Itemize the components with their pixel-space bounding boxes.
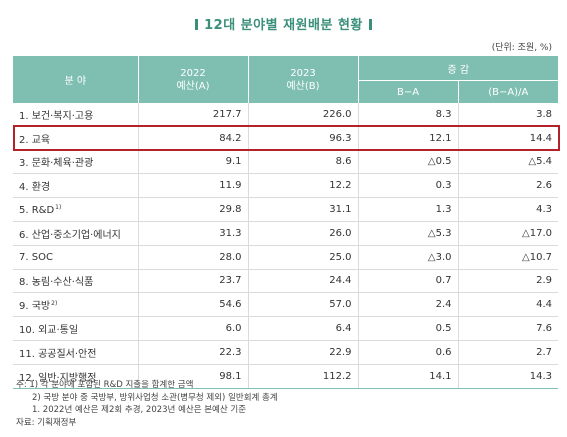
cell-2022: 31.3 (137, 221, 248, 246)
cell-2022: 29.8 (137, 197, 248, 222)
row-name: 9. 국방2) (13, 292, 138, 318)
row-name: 12. 일반·지방행정 (13, 364, 138, 389)
cell-diff: △5.3 (357, 221, 458, 246)
cell-ratio: 7.6 (457, 316, 558, 341)
cell-2023: 12.2 (247, 173, 358, 199)
table-row: 10. 외교·통일 6.0 6.4 0.5 7.6 (13, 316, 558, 341)
cell-ratio: 2.7 (457, 340, 558, 365)
cell-2022: 98.1 (137, 364, 248, 389)
row-name: 1. 보건·복지·고용 (13, 103, 138, 127)
header-2022: 2022 예산(A) (137, 56, 248, 103)
table-header: 분 야 2022 예산(A) 2023 예산(B) 증 감 B−A (B−A)/… (13, 56, 558, 103)
cell-2023: 57.0 (247, 292, 358, 318)
cell-2022: 23.7 (137, 269, 248, 294)
table-row: 6. 산업·중소기업·에너지 31.3 26.0 △5.3 △17.0 (13, 221, 558, 246)
cell-diff: 14.1 (357, 364, 458, 389)
cell-ratio: 14.3 (457, 364, 558, 389)
cell-diff: 8.3 (357, 103, 458, 127)
title-bar-left (195, 19, 199, 30)
header-2022-sub: 예산(A) (176, 80, 210, 92)
cell-ratio: 4.4 (457, 292, 558, 318)
cell-2022: 6.0 (137, 316, 248, 341)
table-row: 12. 일반·지방행정 98.1 112.2 14.1 14.3 (13, 364, 558, 389)
cell-diff: 0.3 (357, 173, 458, 199)
cell-diff: 1.3 (357, 197, 458, 222)
table-body: 1. 보건·복지·고용 217.7 226.0 8.3 3.8 2. 교육 84.2 96.… (13, 103, 558, 389)
table-row: 11. 공공질서·안전 22.3 22.9 0.6 2.7 (13, 340, 558, 365)
table-row: 4. 환경 11.9 12.2 0.3 2.6 (13, 173, 558, 199)
unit-label: (단위: 조원, %) (491, 43, 552, 53)
budget-table: 분 야 2022 예산(A) 2023 예산(B) 증 감 B−A (B−A)/… (13, 56, 558, 389)
cell-2023: 8.6 (247, 150, 358, 175)
cell-2022: 22.3 (137, 340, 248, 365)
cell-2023: 22.9 (247, 340, 358, 365)
table-row: 5. R&D1) 29.8 31.1 1.3 4.3 (13, 197, 558, 222)
cell-diff: 12.1 (357, 126, 458, 151)
source-note: 자료: 기획재정부 (16, 417, 77, 428)
cell-2023: 25.0 (247, 245, 358, 270)
row-name: 3. 문화·체육·관광 (13, 150, 138, 175)
title-bar-right (368, 19, 372, 30)
cell-diff: 0.7 (357, 269, 458, 294)
cell-2023: 26.0 (247, 221, 358, 246)
row-name: 10. 외교·통일 (13, 316, 138, 341)
page-title: 12대 분야별 재원배분 현황 (0, 14, 567, 33)
cell-diff: 2.4 (357, 292, 458, 318)
cell-ratio: 2.6 (457, 173, 558, 199)
cell-ratio: △17.0 (457, 221, 558, 246)
cell-ratio: △10.7 (457, 245, 558, 270)
cell-2022: 84.2 (137, 126, 248, 151)
header-diff: B−A (357, 80, 458, 103)
row-name: 4. 환경 (13, 173, 138, 199)
header-change: 증 감 (357, 56, 558, 81)
header-2023-sub: 예산(B) (286, 80, 320, 92)
cell-2023: 24.4 (247, 269, 358, 294)
page-title-text: 12대 분야별 재원배분 현황 (204, 18, 363, 33)
table-row: 2. 교육 84.2 96.3 12.1 14.4 (13, 126, 558, 151)
cell-diff: 0.5 (357, 316, 458, 341)
header-ratio: (B−A)/A (457, 80, 558, 103)
cell-2022: 9.1 (137, 150, 248, 175)
footnote-3: 1. 2022년 예산은 제2회 추경, 2023년 예산은 본예산 기준 (32, 405, 247, 415)
cell-ratio: 14.4 (457, 126, 558, 151)
cell-2022: 28.0 (137, 245, 248, 270)
footnote-2: 2) 국방 분야 중 국방부, 방위사업청 소관(병무청 제외) 일반회계 총계 (32, 392, 278, 403)
header-2022-year: 2022 (180, 67, 206, 79)
cell-2022: 217.7 (137, 103, 248, 127)
footnotes: 주: 1) 각 분야에 포함된 R&D 지출을 합계한 금액 2) 국방 분야 … (16, 379, 278, 429)
table-row: 8. 농림·수산·식품 23.7 24.4 0.7 2.9 (13, 269, 558, 294)
footnote-1: 주: 1) 각 분야에 포함된 R&D 지출을 합계한 금액 (16, 380, 194, 390)
row-name: 2. 교육 (13, 126, 138, 151)
cell-ratio: △5.4 (457, 150, 558, 175)
cell-2023: 31.1 (247, 197, 358, 222)
cell-2023: 226.0 (247, 103, 358, 127)
table-row: 3. 문화·체육·관광 9.1 8.6 △0.5 △5.4 (13, 150, 558, 175)
cell-ratio: 2.9 (457, 269, 558, 294)
row-name: 7. SOC (13, 245, 138, 270)
table-row: 7. SOC 28.0 25.0 △3.0 △10.7 (13, 245, 558, 270)
cell-ratio: 3.8 (457, 103, 558, 127)
table-row: 9. 국방2) 54.6 57.0 2.4 4.4 (13, 292, 558, 318)
row-name: 5. R&D1) (13, 197, 138, 222)
cell-diff: △0.5 (357, 150, 458, 175)
row-name: 11. 공공질서·안전 (13, 340, 138, 365)
cell-diff: 0.6 (357, 340, 458, 365)
cell-2023: 6.4 (247, 316, 358, 341)
cell-diff: △3.0 (357, 245, 458, 270)
cell-ratio: 4.3 (457, 197, 558, 222)
cell-2023: 96.3 (247, 126, 358, 151)
row-name: 8. 농림·수산·식품 (13, 269, 138, 294)
header-2023: 2023 예산(B) (247, 56, 358, 103)
cell-2023: 112.2 (247, 364, 358, 389)
row-name: 6. 산업·중소기업·에너지 (13, 221, 138, 246)
cell-2022: 11.9 (137, 173, 248, 199)
header-field: 분 야 (13, 56, 138, 103)
cell-2022: 54.6 (137, 292, 248, 318)
header-2023-year: 2023 (290, 67, 316, 79)
table-row: 1. 보건·복지·고용 217.7 226.0 8.3 3.8 (13, 103, 558, 127)
